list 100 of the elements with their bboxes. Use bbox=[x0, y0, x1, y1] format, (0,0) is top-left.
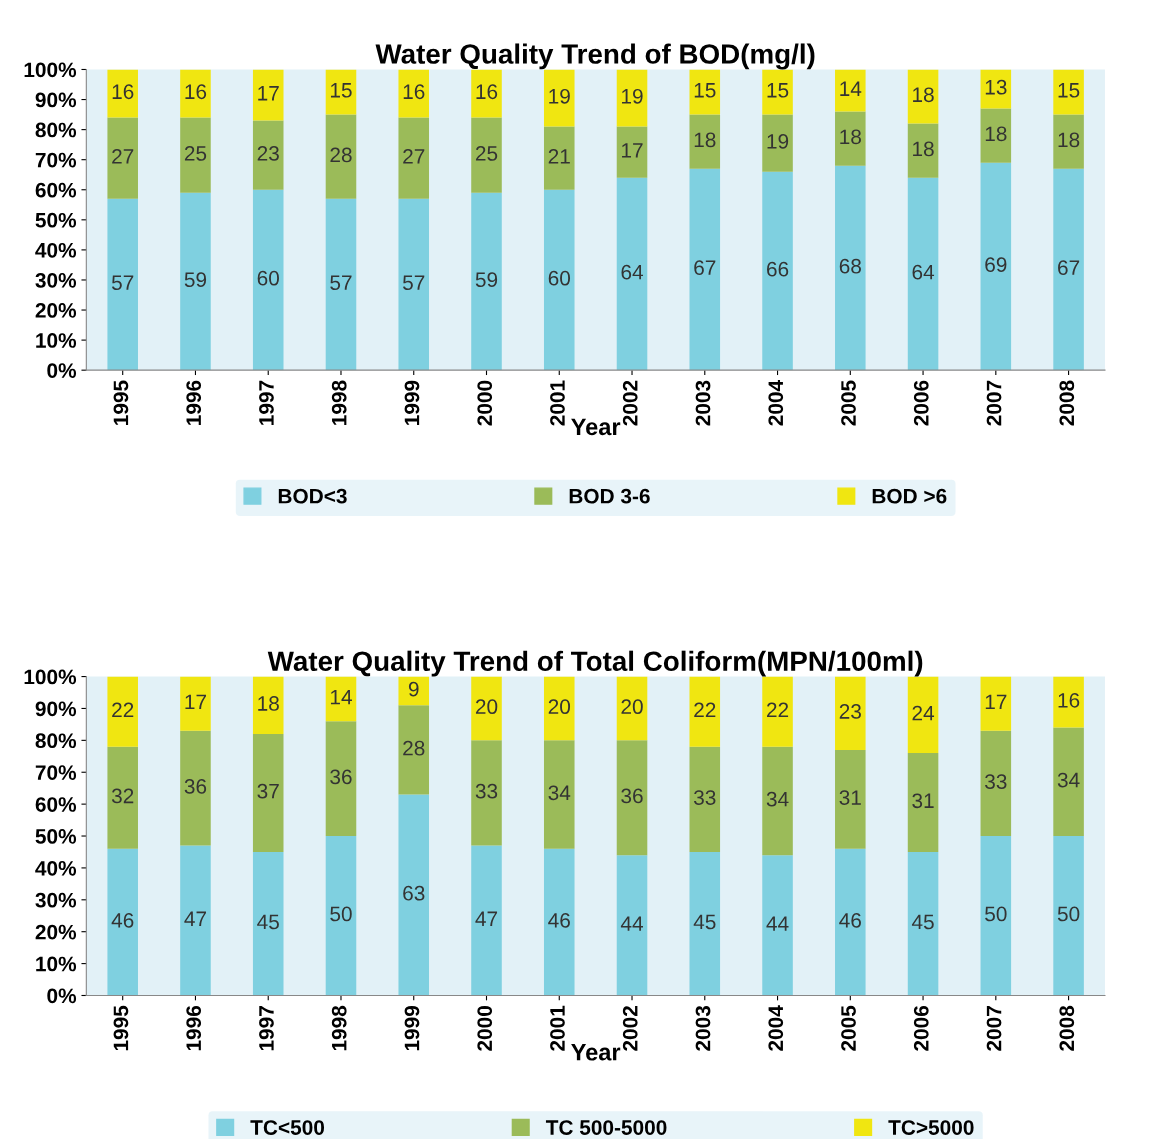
y-tick-label: 60% bbox=[35, 182, 77, 198]
bar bbox=[107, 117, 138, 199]
data-label: 33 bbox=[985, 774, 1007, 789]
data-label: 18 bbox=[258, 696, 279, 711]
legend-label: TC 500-5000 bbox=[545, 1120, 667, 1135]
bar bbox=[543, 69, 575, 127]
data-label: 17 bbox=[258, 86, 279, 101]
x-tick-label: 2007 bbox=[986, 1006, 1002, 1051]
x-tick-label: 1995 bbox=[113, 1005, 129, 1051]
bar bbox=[471, 845, 502, 996]
x-tick-label: 2002 bbox=[622, 1006, 638, 1051]
y-tick-label: 90% bbox=[35, 701, 77, 717]
data-label: 50 bbox=[985, 906, 1007, 922]
data-label: 28 bbox=[403, 740, 425, 756]
y-tick-label: 80% bbox=[35, 122, 77, 138]
bar bbox=[543, 740, 575, 849]
bar bbox=[325, 721, 357, 837]
data-label: 33 bbox=[693, 790, 716, 805]
data-label: 45 bbox=[911, 914, 934, 930]
bar bbox=[907, 177, 939, 371]
data-label: 19 bbox=[767, 133, 789, 149]
x-tick-label: 2006 bbox=[913, 1005, 929, 1051]
bar bbox=[252, 189, 284, 371]
x-tick-label: 2000 bbox=[477, 380, 493, 426]
data-label: 63 bbox=[403, 885, 425, 901]
data-label: 69 bbox=[985, 257, 1007, 273]
bar bbox=[762, 171, 793, 371]
x-tick-label: 2004 bbox=[768, 380, 784, 426]
bar bbox=[616, 177, 648, 371]
data-label: 17 bbox=[185, 694, 207, 710]
bar bbox=[180, 192, 211, 371]
data-label: 45 bbox=[257, 914, 279, 930]
y-tick-label: 30% bbox=[35, 272, 77, 288]
data-label: 31 bbox=[912, 793, 934, 809]
y-tick-label: 0% bbox=[47, 363, 77, 378]
data-label: 16 bbox=[403, 84, 425, 100]
data-label: 20 bbox=[621, 699, 643, 715]
bar bbox=[180, 117, 211, 193]
bar bbox=[1053, 69, 1084, 115]
data-label: 64 bbox=[912, 264, 935, 280]
data-label: 15 bbox=[1058, 83, 1080, 98]
data-label: 22 bbox=[767, 702, 789, 718]
x-tick-label: 1995 bbox=[113, 380, 129, 425]
data-label: 57 bbox=[402, 275, 425, 291]
data-label: 44 bbox=[766, 916, 789, 931]
x-tick-label: 1996 bbox=[186, 380, 202, 425]
y-tick-label: 30% bbox=[35, 892, 77, 908]
bar bbox=[107, 746, 138, 849]
data-label: 14 bbox=[330, 689, 352, 705]
bar bbox=[252, 851, 284, 996]
x-tick-label: 2003 bbox=[695, 1005, 711, 1051]
bar bbox=[180, 730, 211, 846]
x-tick-label: 2002 bbox=[622, 380, 638, 426]
x-tick-label: 2001 bbox=[550, 1005, 565, 1051]
data-label: 60 bbox=[548, 270, 571, 286]
bar bbox=[398, 705, 430, 795]
x-tick-label: 2000 bbox=[477, 1006, 493, 1051]
data-label: 18 bbox=[913, 87, 934, 103]
bar bbox=[689, 114, 721, 169]
x-tick-label: 1997 bbox=[259, 380, 274, 425]
x-tick-label: 2007 bbox=[986, 380, 1002, 426]
bar bbox=[689, 851, 721, 996]
x-tick-label: 2003 bbox=[695, 380, 711, 426]
data-label: 15 bbox=[767, 83, 789, 98]
data-label: 15 bbox=[694, 83, 716, 98]
x-tick-label: 2005 bbox=[841, 380, 856, 426]
data-label: 16 bbox=[476, 84, 498, 100]
bar bbox=[835, 848, 866, 996]
y-tick-label: 20% bbox=[35, 924, 77, 940]
x-tick-label: 2008 bbox=[1059, 1005, 1075, 1051]
data-label: 22 bbox=[694, 702, 716, 718]
data-label: 13 bbox=[985, 79, 1007, 95]
bar bbox=[616, 676, 648, 741]
data-label: 9 bbox=[408, 681, 419, 697]
bar bbox=[980, 836, 1012, 996]
bar bbox=[471, 117, 502, 193]
bar bbox=[762, 855, 793, 996]
bar bbox=[980, 162, 1012, 371]
bar bbox=[689, 746, 721, 852]
data-label: 33 bbox=[475, 783, 498, 799]
data-label: 23 bbox=[839, 704, 861, 719]
data-label: 16 bbox=[1058, 692, 1080, 708]
bar bbox=[543, 676, 575, 741]
data-label: 47 bbox=[475, 911, 498, 926]
bar bbox=[543, 189, 575, 371]
bar bbox=[471, 676, 502, 741]
data-label: 57 bbox=[111, 275, 134, 291]
bar bbox=[616, 740, 648, 856]
bar bbox=[398, 198, 430, 371]
bar bbox=[543, 848, 575, 996]
data-label: 68 bbox=[839, 258, 861, 274]
x-tick-label: 2008 bbox=[1059, 380, 1075, 426]
legend-label: BOD 3-6 bbox=[569, 488, 650, 504]
data-label: 57 bbox=[330, 275, 352, 291]
data-label: 18 bbox=[694, 132, 716, 148]
bar bbox=[689, 168, 721, 371]
data-label: 23 bbox=[257, 146, 279, 161]
data-label: 25 bbox=[184, 146, 207, 161]
bar bbox=[107, 69, 138, 118]
bar bbox=[325, 69, 357, 115]
